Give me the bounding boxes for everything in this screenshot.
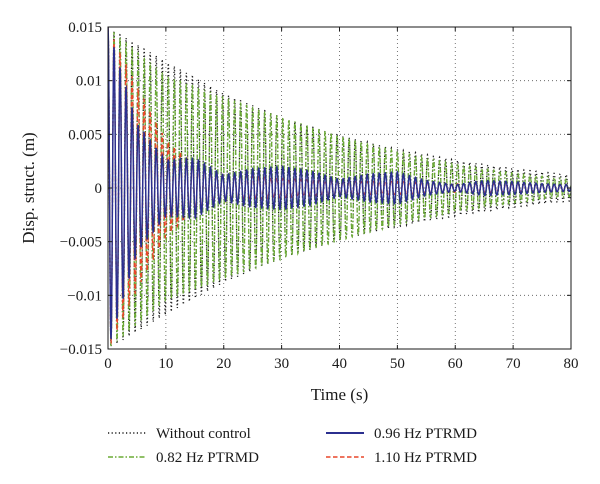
series-line-1-10-hz-ptrmd: [108, 27, 571, 345]
x-tick-label: 30: [274, 356, 289, 372]
y-axis: 0.015 0.01 0.005 0 −0.005 −0.01 −0.015: [60, 20, 571, 358]
x-tick-label: 60: [448, 356, 463, 372]
legend-label: 0.82 Hz PTRMD: [156, 450, 259, 466]
x-tick-label: 0: [104, 356, 112, 372]
y-axis-title: Disp. struct. (m): [19, 132, 38, 243]
y-tick-label: 0.015: [68, 20, 102, 36]
y-tick-label: 0.01: [76, 74, 102, 90]
x-axis: 0 10 20 30 40 50 60 70 80: [104, 27, 579, 372]
x-tick-label: 20: [216, 356, 231, 372]
y-tick-label: 0: [95, 181, 103, 197]
series-group: [108, 27, 571, 347]
series-line-without-control: [108, 27, 571, 347]
series-line-0-96-hz-ptrmd: [108, 27, 571, 340]
x-tick-label: 40: [332, 356, 347, 372]
x-tick-label: 80: [564, 356, 579, 372]
legend-label: Without control: [156, 426, 251, 442]
x-tick-label: 10: [158, 356, 173, 372]
y-tick-label: 0.005: [68, 127, 102, 143]
legend-label: 0.96 Hz PTRMD: [374, 426, 477, 442]
series-line-0-82-hz-ptrmd: [108, 27, 571, 347]
legend-label: 1.10 Hz PTRMD: [374, 450, 477, 466]
x-tick-label: 70: [506, 356, 521, 372]
x-tick-label: 50: [390, 356, 405, 372]
y-tick-label: −0.01: [67, 288, 102, 304]
x-axis-title: Time (s): [311, 385, 368, 404]
y-tick-label: −0.015: [60, 342, 102, 358]
y-tick-label: −0.005: [60, 235, 102, 251]
legend: Without control 0.82 Hz PTRMD 0.96 Hz PTRM…: [108, 426, 477, 466]
